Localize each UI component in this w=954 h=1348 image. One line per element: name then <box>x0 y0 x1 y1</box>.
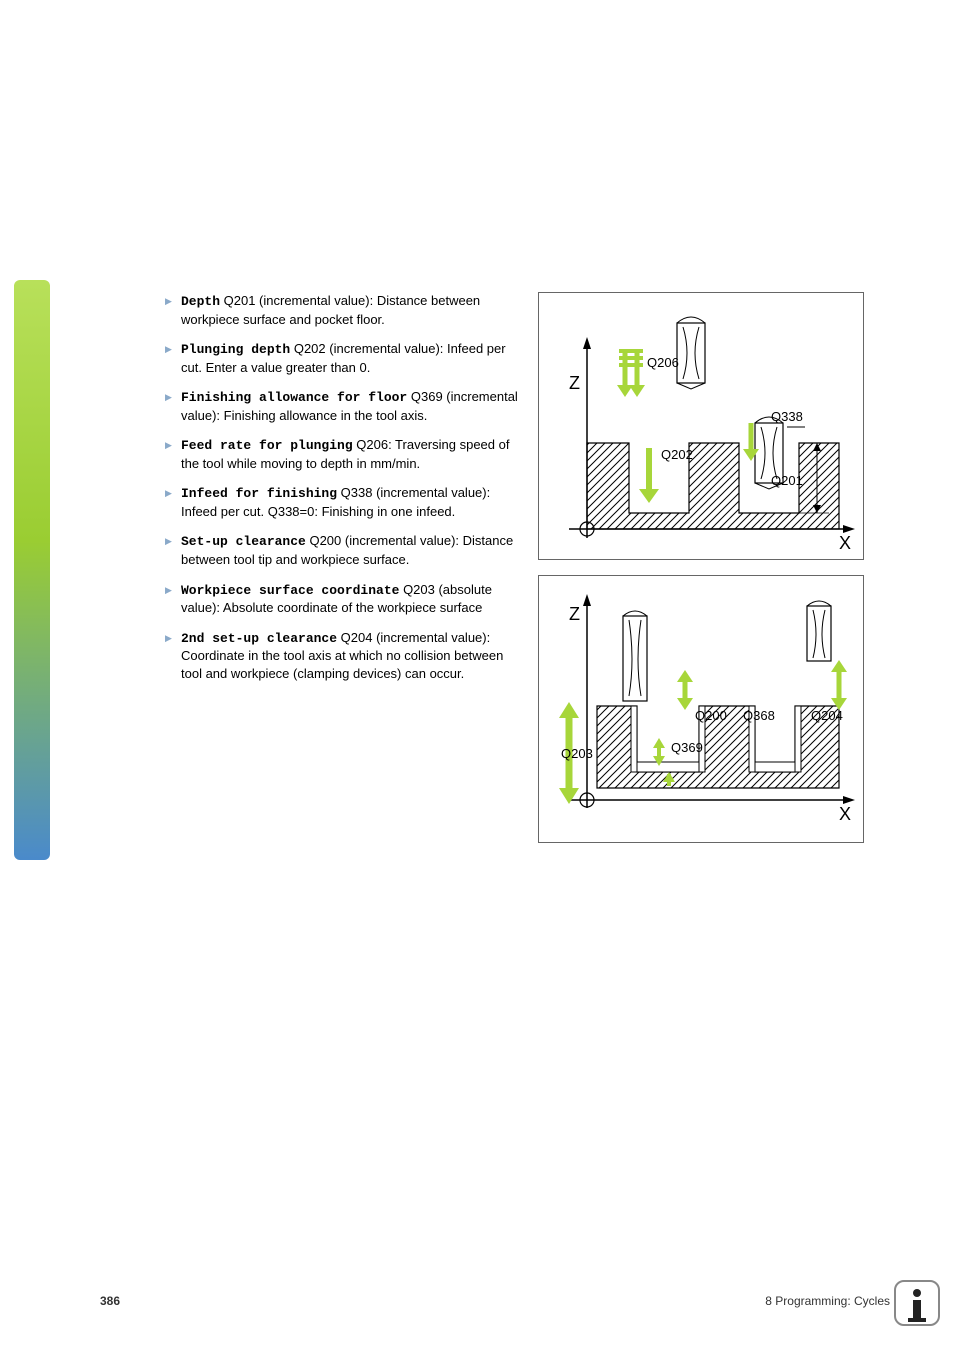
label-q369: Q369 <box>671 740 703 755</box>
param-name: Set-up clearance <box>181 534 306 549</box>
label-q204: Q204 <box>811 708 843 723</box>
info-icon <box>894 1280 940 1326</box>
list-item: 2nd set-up clearance Q204 (incremental v… <box>165 629 525 683</box>
param-name: Workpiece surface coordinate <box>181 583 399 598</box>
page-number: 386 <box>100 1294 120 1308</box>
diagram-clearance: Z X <box>538 575 864 843</box>
arrows-q206-icon <box>617 349 645 397</box>
param-name: 2nd set-up clearance <box>181 631 337 646</box>
param-name: Depth <box>181 294 220 309</box>
list-item: Infeed for finishing Q338 (incremental v… <box>165 484 525 520</box>
label-q203: Q203 <box>561 746 593 761</box>
label-q368: Q368 <box>743 708 775 723</box>
label-q201: Q201 <box>771 473 803 488</box>
list-item: Plunging depth Q202 (incremental value):… <box>165 340 525 376</box>
list-item: Feed rate for plunging Q206: Traversing … <box>165 436 525 472</box>
tool-left-icon <box>623 611 647 701</box>
tool-right-icon <box>807 601 831 661</box>
tool-left-icon <box>677 317 705 389</box>
list-item: Workpiece surface coordinate Q203 (absol… <box>165 581 525 617</box>
footer-text: 8 Programming: Cycles <box>765 1294 890 1308</box>
side-tab <box>14 280 50 860</box>
list-item: Finishing allowance for floor Q369 (incr… <box>165 388 525 424</box>
axis-x-label: X <box>839 804 851 824</box>
param-name: Feed rate for plunging <box>181 438 353 453</box>
parameter-list: Depth Q201 (incremental value): Distance… <box>165 292 525 694</box>
axis-x-label: X <box>839 533 851 553</box>
label-q338: Q338 <box>771 409 803 424</box>
diagram-depth-plunge: Z X <box>538 292 864 560</box>
arrow-q204-icon <box>831 660 847 710</box>
label-q200: Q200 <box>695 708 727 723</box>
axis-z-label: Z <box>569 604 580 624</box>
param-name: Finishing allowance for floor <box>181 390 407 405</box>
label-q202: Q202 <box>661 447 693 462</box>
param-desc: Q201 (incremental value): Distance betwe… <box>181 293 480 327</box>
arrow-q202-icon <box>639 448 659 503</box>
param-name: Plunging depth <box>181 342 290 357</box>
arrow-q200-icon <box>677 670 693 710</box>
list-item: Depth Q201 (incremental value): Distance… <box>165 292 525 328</box>
label-q206: Q206 <box>647 355 679 370</box>
axis-z-label: Z <box>569 373 580 393</box>
list-item: Set-up clearance Q200 (incremental value… <box>165 532 525 568</box>
param-name: Infeed for finishing <box>181 486 337 501</box>
